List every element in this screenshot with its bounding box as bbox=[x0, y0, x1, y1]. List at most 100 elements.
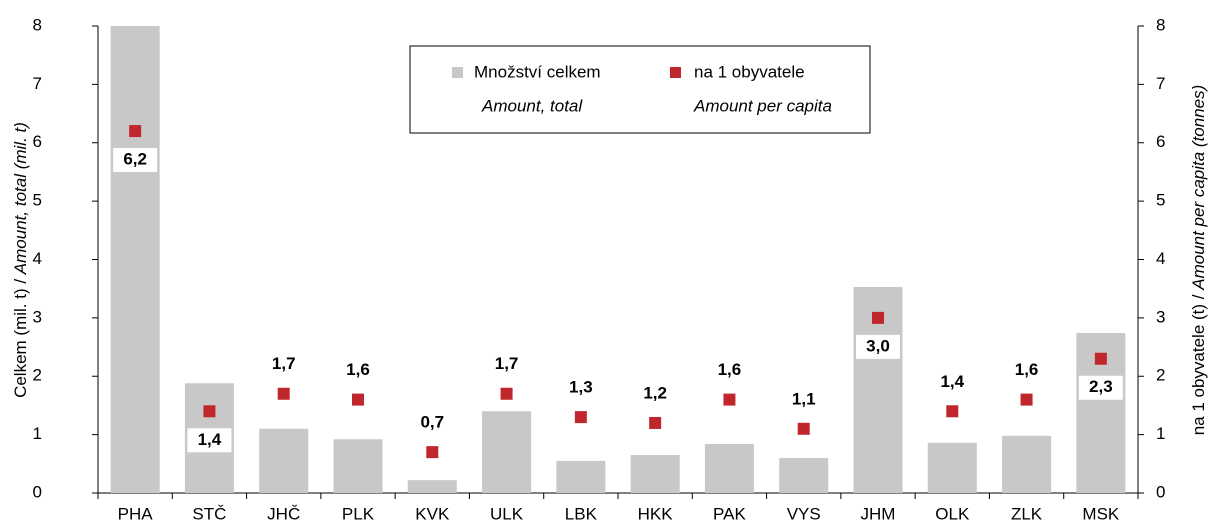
y2-axis-label: na 1 obyvatele (t) / Amount per capita (… bbox=[1189, 85, 1208, 436]
data-label-bg bbox=[558, 376, 603, 401]
data-label: 3,0 bbox=[866, 336, 890, 355]
data-label-bg bbox=[707, 358, 752, 383]
data-label-bg bbox=[187, 428, 232, 453]
y-tick-label: 5 bbox=[33, 191, 42, 210]
y-tick-label: 1 bbox=[33, 424, 42, 443]
marker bbox=[1020, 393, 1033, 406]
data-label-bg bbox=[113, 148, 158, 173]
data-label-bg bbox=[1004, 358, 1049, 383]
x-tick-label: PAK bbox=[713, 504, 746, 523]
x-tick-label: KVK bbox=[415, 504, 450, 523]
bar bbox=[259, 428, 309, 493]
data-label: 1,2 bbox=[643, 383, 667, 402]
marker bbox=[277, 387, 290, 400]
bar bbox=[407, 480, 457, 493]
y-axis-label-cz: Celkem (mil. t) / bbox=[11, 274, 30, 398]
y-tick-label: 2 bbox=[33, 366, 42, 385]
marker bbox=[500, 387, 513, 400]
bar bbox=[333, 439, 383, 493]
y2-tick-label: 4 bbox=[1156, 249, 1165, 268]
x-tick-label: HKK bbox=[638, 504, 674, 523]
y2-tick-label: 5 bbox=[1156, 191, 1165, 210]
data-label: 1,4 bbox=[198, 430, 222, 449]
marker bbox=[574, 411, 587, 424]
x-tick-label: JHM bbox=[861, 504, 896, 523]
legend-label: Množství celkem bbox=[474, 62, 601, 81]
y2-axis-label-cz: na 1 obyvatele (t) / bbox=[1189, 290, 1208, 436]
legend: Množství celkem Amount, total na 1 obyva… bbox=[409, 45, 871, 134]
y2-tick-label: 3 bbox=[1156, 307, 1165, 326]
legend-box bbox=[409, 45, 871, 134]
bar bbox=[110, 26, 160, 493]
x-tick-label: ULK bbox=[490, 504, 524, 523]
y-tick-label: 0 bbox=[33, 482, 42, 501]
data-label: 1,7 bbox=[495, 354, 519, 373]
marker bbox=[426, 446, 439, 459]
y2-tick-label: 8 bbox=[1156, 15, 1165, 34]
bar bbox=[1002, 435, 1052, 493]
data-label: 6,2 bbox=[123, 150, 147, 169]
x-tick-label: STČ bbox=[192, 504, 226, 523]
marker bbox=[129, 125, 142, 138]
x-tick-label: ZLK bbox=[1011, 504, 1043, 523]
data-label: 1,6 bbox=[718, 360, 742, 379]
data-label: 1,1 bbox=[792, 389, 816, 408]
marker bbox=[946, 405, 959, 418]
x-tick-label: JHČ bbox=[267, 504, 300, 523]
bar bbox=[482, 411, 532, 493]
x-tick-label: MSK bbox=[1082, 504, 1120, 523]
data-label-bg bbox=[1078, 375, 1123, 400]
marker bbox=[723, 393, 736, 406]
bar bbox=[779, 457, 829, 493]
x-tick-label: PHA bbox=[118, 504, 154, 523]
data-label-bg bbox=[930, 370, 975, 395]
legend-label-en: Amount, total bbox=[481, 96, 583, 115]
y-tick-label: 4 bbox=[33, 249, 42, 268]
y-axis-label-en: Amount, total (mil. t) bbox=[11, 122, 30, 275]
marker bbox=[872, 311, 884, 324]
y-tick-label: 6 bbox=[33, 132, 42, 151]
x-tick-label: VYS bbox=[787, 504, 821, 523]
y2-axis-label-en: Amount per capita (tonnes) bbox=[1189, 85, 1208, 291]
marker bbox=[203, 405, 216, 418]
bar bbox=[927, 442, 977, 493]
data-label: 1,6 bbox=[1015, 360, 1039, 379]
data-label-bg bbox=[633, 381, 678, 406]
y-tick-label: 3 bbox=[33, 307, 42, 326]
data-label-bg bbox=[781, 387, 826, 412]
data-label: 1,4 bbox=[940, 372, 964, 391]
legend-swatch bbox=[670, 67, 681, 78]
data-label: 1,7 bbox=[272, 354, 296, 373]
x-tick-label: PLK bbox=[342, 504, 375, 523]
bar bbox=[630, 455, 680, 493]
data-label: 0,7 bbox=[420, 413, 444, 432]
data-label-bg bbox=[336, 358, 380, 383]
y-axis-label: Celkem (mil. t) / Amount, total (mil. t) bbox=[11, 122, 30, 398]
x-tick-label: OLK bbox=[935, 504, 970, 523]
marker bbox=[797, 422, 810, 435]
data-label-bg bbox=[261, 352, 306, 377]
y2-tick-label: 0 bbox=[1156, 482, 1165, 501]
data-label: 2,3 bbox=[1089, 377, 1113, 396]
y-tick-label: 7 bbox=[33, 74, 42, 93]
y2-tick-label: 2 bbox=[1156, 366, 1165, 385]
marker bbox=[649, 416, 662, 429]
legend-label: na 1 obyvatele bbox=[694, 62, 805, 81]
y2-tick-label: 6 bbox=[1156, 132, 1165, 151]
data-label-bg bbox=[410, 411, 455, 436]
y2-tick-label: 1 bbox=[1156, 424, 1165, 443]
legend-swatch bbox=[452, 67, 463, 78]
marker bbox=[1094, 352, 1107, 365]
bar bbox=[556, 460, 606, 493]
bar bbox=[704, 443, 754, 493]
data-label: 1,6 bbox=[346, 360, 370, 379]
x-tick-label: LBK bbox=[565, 504, 598, 523]
data-label-bg bbox=[856, 334, 900, 359]
marker bbox=[352, 393, 364, 406]
legend-label-en: Amount per capita bbox=[693, 96, 832, 115]
data-label-bg bbox=[484, 352, 529, 377]
data-label: 1,3 bbox=[569, 378, 593, 397]
y-tick-label: 8 bbox=[33, 15, 42, 34]
y2-tick-label: 7 bbox=[1156, 74, 1165, 93]
